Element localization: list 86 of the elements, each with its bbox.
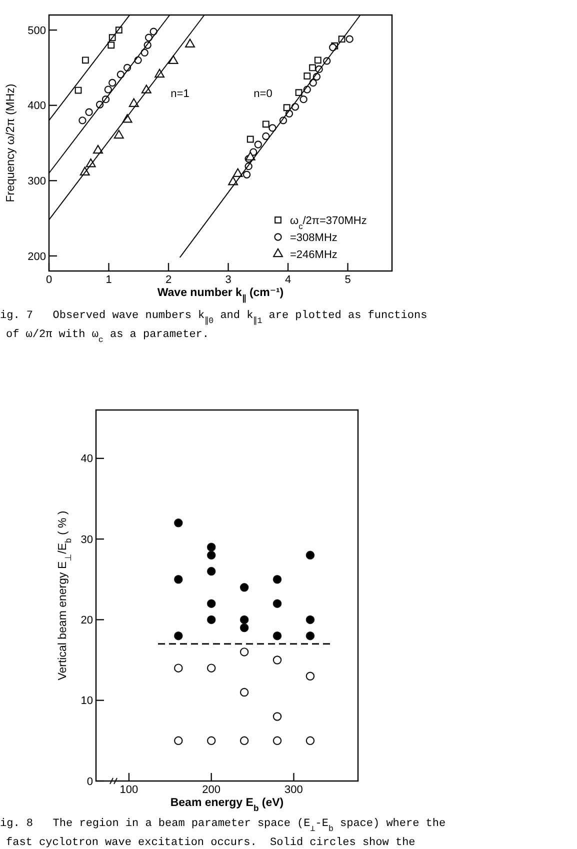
x-tick-label: 3 xyxy=(225,274,232,286)
point xyxy=(174,518,183,528)
y-tick-label: 0 xyxy=(86,776,93,788)
y-tick-label: 40 xyxy=(80,453,93,466)
x-tick-label: 100 xyxy=(120,784,138,796)
annotation: n=0 xyxy=(254,88,272,100)
x-tick-label: 200 xyxy=(202,784,221,796)
point xyxy=(240,736,249,746)
point xyxy=(309,64,316,72)
point xyxy=(242,170,251,178)
point xyxy=(114,130,124,139)
y-tick-label: 300 xyxy=(28,175,46,188)
point xyxy=(300,95,308,104)
point xyxy=(306,550,315,560)
x-tick-label: 1 xyxy=(106,274,112,286)
point xyxy=(306,615,315,624)
point xyxy=(245,152,256,160)
x-tick-label: 300 xyxy=(284,784,303,796)
point xyxy=(108,42,115,49)
y-tick-label: 500 xyxy=(28,24,46,37)
point xyxy=(272,712,282,721)
y-axis-title: Frequency ω/2π (MHz) xyxy=(5,84,17,202)
point xyxy=(144,34,153,42)
point xyxy=(206,542,216,552)
point xyxy=(174,575,183,584)
point xyxy=(272,631,282,640)
point xyxy=(82,56,89,64)
point xyxy=(304,72,311,80)
point xyxy=(272,736,282,746)
point xyxy=(206,566,216,576)
point xyxy=(206,599,216,608)
point xyxy=(262,132,270,140)
y-tick-label: 200 xyxy=(28,250,46,263)
legend-label: ω$_{c}$/2π=370MHz xyxy=(290,215,367,230)
point xyxy=(240,583,249,592)
point xyxy=(108,78,116,87)
point xyxy=(314,56,322,64)
legend-label: =308MHz xyxy=(290,232,338,244)
annotation: n=1 xyxy=(170,88,190,100)
legend-label: =246MHz xyxy=(290,249,338,261)
x-tick-label: 5 xyxy=(344,274,351,286)
point xyxy=(306,631,315,640)
point xyxy=(346,35,354,43)
y-tick-label: 10 xyxy=(80,695,93,708)
point xyxy=(240,688,249,697)
point xyxy=(206,736,216,746)
point xyxy=(254,140,262,148)
point xyxy=(232,168,243,177)
point xyxy=(168,55,178,64)
point xyxy=(306,672,315,681)
text: ig. 7 Observed wave numbers k$_{∥0}$ and k$_{∥1}$ are plotted as functions of ω/2π with ω$_{c}$ as a parameter. xyxy=(0,310,428,344)
point xyxy=(128,98,139,107)
text: ig. 8 The region in a beam parameter space (E$_{⊥}$-E$_{b}$ space) where the fast cyclotron wave excitation occurs. Solid circles show the xyxy=(0,818,446,849)
point xyxy=(295,89,302,96)
point xyxy=(283,104,290,112)
point xyxy=(262,120,270,128)
point xyxy=(240,623,249,632)
y-tick-label: 30 xyxy=(80,534,93,546)
point xyxy=(306,736,315,746)
point xyxy=(78,116,86,124)
x-axis-title: Wave number k$_{∥}$ (cm⁻¹) xyxy=(157,287,284,303)
point xyxy=(174,736,183,746)
point xyxy=(185,38,196,48)
point xyxy=(272,656,282,664)
point xyxy=(246,136,254,143)
point xyxy=(104,86,112,94)
point xyxy=(206,550,216,560)
x-axis-title: Beam energy E$_{b}$ (eV) xyxy=(170,797,284,813)
y-tick-label: 20 xyxy=(80,614,93,627)
point xyxy=(272,575,282,584)
point xyxy=(140,48,148,56)
point xyxy=(174,664,183,672)
y-tick-label: 400 xyxy=(28,100,46,112)
point xyxy=(268,124,276,132)
x-tick-label: 2 xyxy=(165,274,172,286)
point xyxy=(206,664,216,672)
point xyxy=(206,615,216,624)
point xyxy=(240,615,249,624)
point xyxy=(240,648,249,656)
point xyxy=(272,599,282,608)
point xyxy=(74,86,82,94)
point xyxy=(85,108,93,116)
x-tick-label: 4 xyxy=(284,274,292,286)
point xyxy=(116,70,125,78)
point xyxy=(93,144,103,154)
point xyxy=(174,631,183,640)
